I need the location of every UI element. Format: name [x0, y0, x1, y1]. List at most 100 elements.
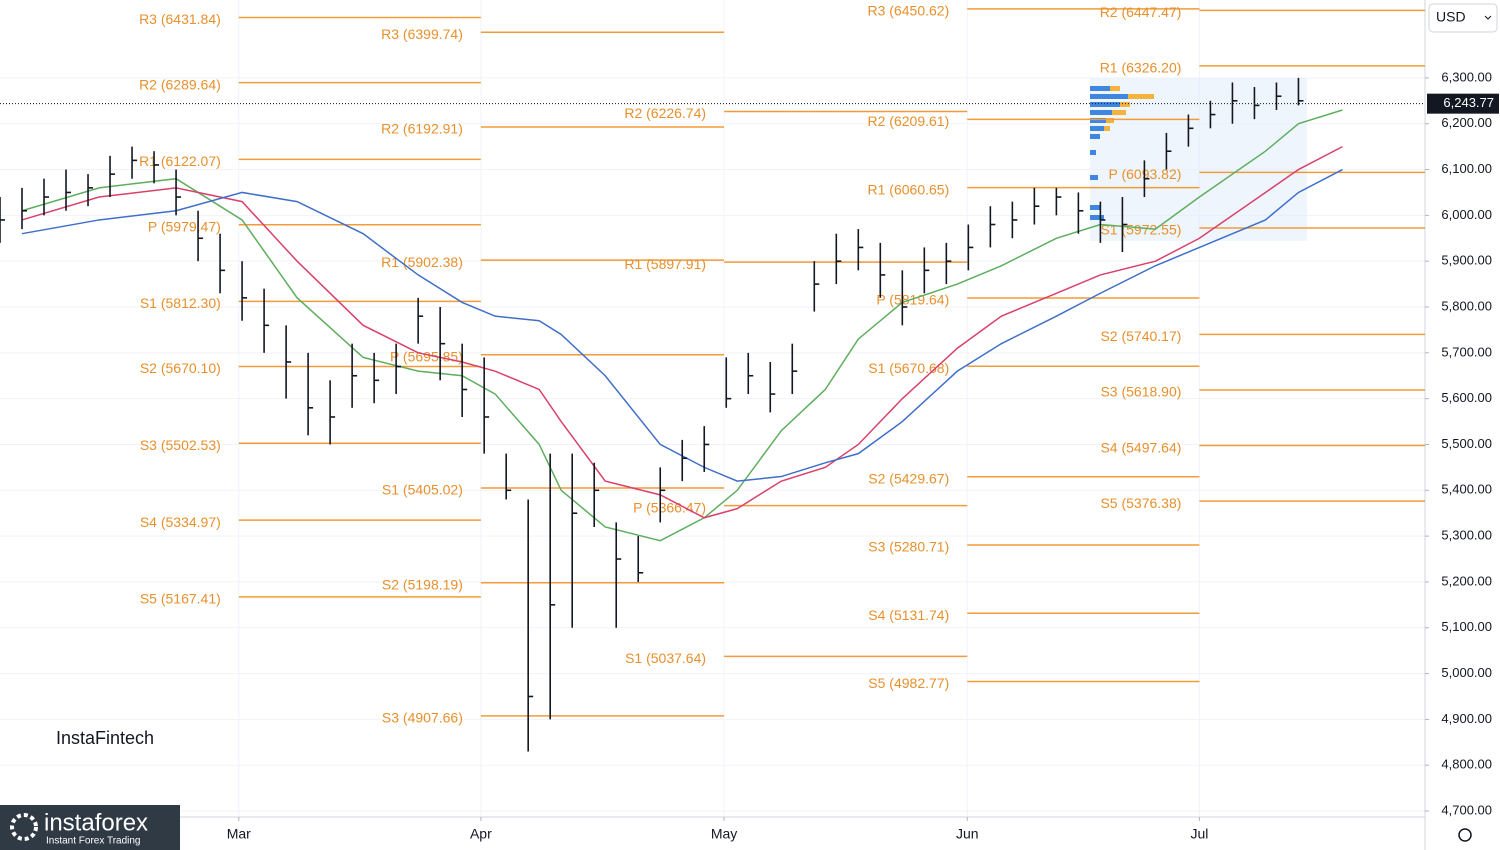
ohlc-bar [1297, 77, 1304, 106]
pivot-label: S2 (5429.67) [868, 470, 949, 486]
pivot-label: S1 (5405.02) [382, 482, 463, 498]
pivot-label: R2 (6209.61) [868, 113, 950, 129]
y-tick-label: 5,200.00 [1441, 573, 1492, 588]
ohlc-bar [593, 462, 600, 527]
pivot-label: S4 (5334.97) [140, 514, 221, 530]
moving-average [21, 109, 1343, 542]
ohlc-bar [43, 178, 50, 216]
ohlc-bar [0, 197, 5, 243]
ohlc-bar [571, 453, 578, 628]
x-tick-label: Jun [956, 826, 979, 842]
pivot-label: R2 (6192.91) [381, 121, 463, 137]
ohlc-bar [835, 233, 842, 285]
ohlc-bar [1165, 132, 1172, 170]
ohlc-bar [791, 343, 798, 395]
pivot-label: R3 (6399.74) [381, 26, 463, 42]
ohlc-bar [1187, 114, 1194, 147]
ohlc-bar [637, 536, 644, 582]
ohlc-bar [285, 325, 292, 399]
ohlc-bar [615, 522, 622, 628]
last-price-tag [1427, 93, 1499, 114]
moving-average [21, 168, 1343, 482]
ohlc-bar [681, 439, 688, 482]
y-tick-label: 5,600.00 [1441, 390, 1492, 405]
y-tick-label: 6,200.00 [1441, 115, 1492, 130]
y-tick-label: 6,300.00 [1441, 69, 1492, 84]
pivot-label: R1 (5902.38) [381, 254, 463, 270]
y-tick-label: 5,000.00 [1441, 665, 1492, 680]
ohlc-bar [461, 343, 468, 417]
ohlc-bar [153, 151, 160, 184]
pivot-label: R1 (6060.65) [868, 181, 950, 197]
pivot-label: S1 (5972.55) [1100, 222, 1181, 238]
x-tick-label: Apr [470, 826, 492, 842]
pivot-label: S3 (5502.53) [140, 437, 221, 453]
x-tick-label: Jul [1190, 826, 1208, 842]
ohlc-bar [373, 352, 380, 404]
pivot-label: S2 (5740.17) [1100, 328, 1181, 344]
moving-average [21, 145, 1343, 519]
ohlc-bar [549, 453, 556, 720]
pivot-label: S5 (5167.41) [140, 591, 221, 607]
pivot-label: S2 (5670.10) [140, 360, 221, 376]
currency-label[interactable]: USD [1436, 9, 1466, 25]
ohlc-bar [241, 261, 248, 321]
currency-select[interactable] [1428, 3, 1498, 33]
ohlc-bar [1033, 187, 1040, 225]
ohlc-bar [1143, 160, 1150, 198]
pivot-label: S5 (5376.38) [1100, 495, 1181, 511]
y-tick-label: 6,100.00 [1441, 161, 1492, 176]
ohlc-bar [87, 174, 94, 207]
last-price-label: 6,243.77 [1443, 95, 1494, 110]
ohlc-bar [967, 224, 974, 271]
y-tick-label: 5,400.00 [1441, 482, 1492, 497]
pivot-label: S5 (4982.77) [868, 675, 949, 691]
y-tick-label: 4,800.00 [1441, 757, 1492, 772]
pivot-label: S3 (5618.90) [1100, 384, 1181, 400]
ohlc-bar [109, 155, 116, 198]
ohlc-bar [1099, 201, 1106, 243]
ohlc-bar [21, 187, 28, 230]
ohlc-bar [1209, 100, 1216, 129]
ohlc-bar [923, 247, 930, 294]
ohlc-bar [307, 352, 314, 436]
pivot-label: S1 (5037.64) [625, 650, 706, 666]
y-tick-label: 5,900.00 [1441, 253, 1492, 268]
pivot-label: S1 (5670.68) [868, 360, 949, 376]
y-tick-label: 5,700.00 [1441, 344, 1492, 359]
ohlc-bar [725, 357, 732, 408]
pivot-label: R3 (6450.62) [868, 3, 950, 19]
pivot-label: S3 (5280.71) [868, 539, 949, 555]
ohlc-bar [989, 206, 996, 248]
dropdown-arrow[interactable] [1484, 15, 1492, 20]
ohlc-bar [1077, 192, 1084, 234]
pivot-label: P (5366.47) [633, 499, 706, 515]
volume-profile [1104, 86, 1154, 131]
brand-tagline: Instant Forex Trading [46, 836, 141, 847]
ohlc-bar [1253, 87, 1260, 120]
pivot-label: R2 (6226.74) [624, 105, 706, 121]
pivot-label: R1 (6122.07) [139, 153, 221, 169]
ohlc-bar [439, 307, 446, 381]
ohlc-bar [131, 146, 138, 179]
x-tick-label: Mar [227, 826, 251, 842]
ohlc-bar [417, 297, 424, 344]
ohlc-bar [857, 229, 864, 271]
pivot-label: R3 (6431.84) [139, 11, 221, 27]
ohlc-bar [527, 499, 534, 752]
ohlc-bar [703, 426, 710, 472]
brand-box [0, 805, 180, 850]
pivot-label: R1 (6326.20) [1100, 60, 1182, 76]
y-tick-label: 5,800.00 [1441, 298, 1492, 313]
ohlc-bar [395, 343, 402, 395]
ohlc-bar [505, 453, 512, 500]
pivot-label: P (5979.47) [148, 218, 221, 234]
ohlc-bar [945, 242, 952, 285]
ohlc-bar [175, 169, 182, 216]
y-tick-label: 6,000.00 [1441, 207, 1492, 222]
settings-icon[interactable] [1458, 828, 1472, 842]
ohlc-bar [1121, 197, 1128, 253]
ohlc-bar [813, 261, 820, 312]
